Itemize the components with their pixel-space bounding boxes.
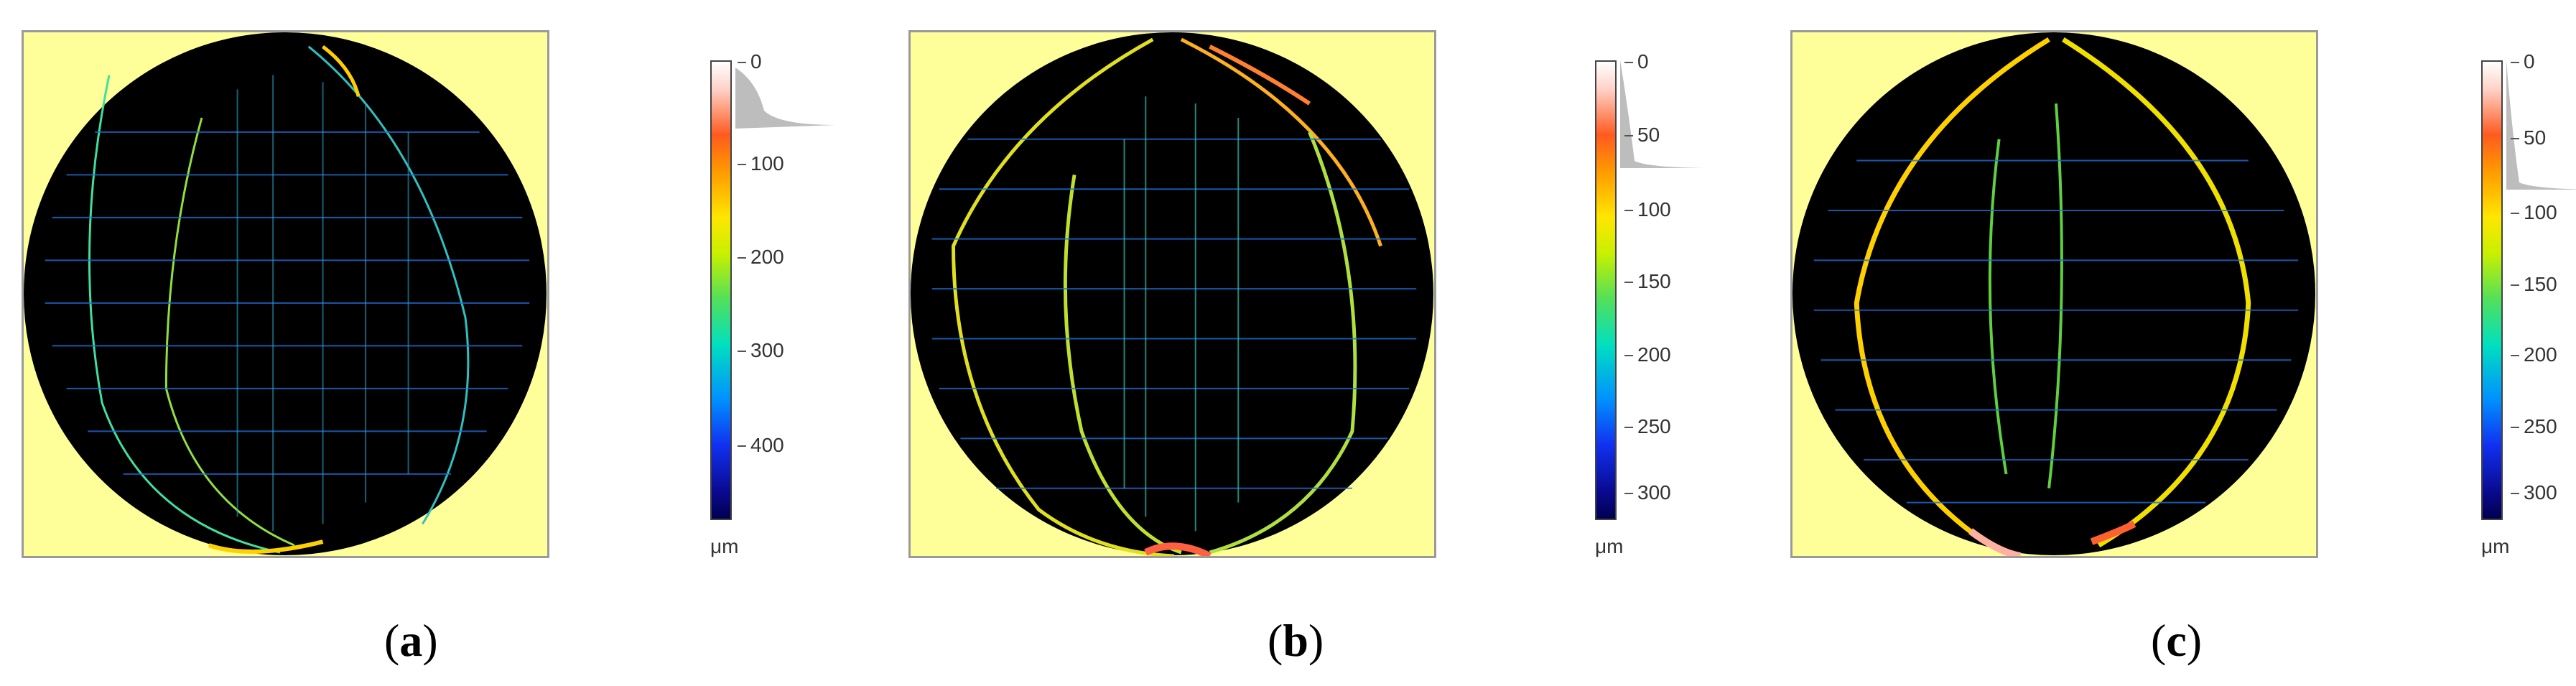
scale-tick: 150 [1624,270,1671,292]
scale-tick: 100 [1624,198,1671,221]
scale-tick: 0 [1624,50,1649,73]
histogram-c [2506,60,2576,190]
caption-open: ( [1268,615,1283,666]
scale-tick: 150 [2511,273,2557,295]
caption-letter: a [399,615,423,666]
crack-depth-map-c [1790,30,2318,558]
crack-depth-map-b [908,30,1436,558]
scale-tick: 200 [2511,343,2557,366]
scale-tick: 250 [1624,415,1671,437]
panel-caption-b: (b) [1268,614,1324,667]
caption-close: ) [2186,615,2203,666]
color-scale-a [710,60,732,520]
histogram-b [1620,60,1721,168]
scale-tick: 300 [1624,481,1671,504]
caption-open: ( [384,615,400,666]
scale-tick: 200 [738,246,784,268]
caption-close: ) [1308,615,1324,666]
scale-unit: μm [2481,535,2510,557]
scale-tick: 100 [738,152,784,175]
scale-tick: 200 [1624,343,1671,366]
color-scale-c [2481,60,2503,520]
scale-unit: μm [710,535,739,557]
caption-close: ) [422,615,438,666]
crack-depth-map-a [22,30,549,558]
scale-tick: 250 [2511,415,2557,437]
color-scale-b [1595,60,1617,520]
scale-tick: 300 [738,339,784,361]
panel-caption-c: (c) [2151,614,2202,667]
caption-letter: b [1283,615,1308,666]
crack-depth-image-c [1792,32,2316,556]
scale-tick: 100 [2511,201,2557,223]
scale-tick: 50 [2510,126,2547,149]
scale-unit: μm [1595,535,1624,557]
caption-open: ( [2151,615,2167,666]
crack-depth-image-b [911,32,1434,556]
scale-tick: 300 [2511,481,2557,504]
scale-tick: 50 [1624,124,1660,146]
panel-caption-a: (a) [384,614,438,667]
crack-depth-image-a [24,32,547,556]
scale-tick: 400 [738,434,784,456]
scale-tick: 0 [2511,50,2535,73]
histogram-a [735,68,836,129]
caption-letter: c [2166,615,2187,666]
scale-tick: 0 [738,50,762,73]
